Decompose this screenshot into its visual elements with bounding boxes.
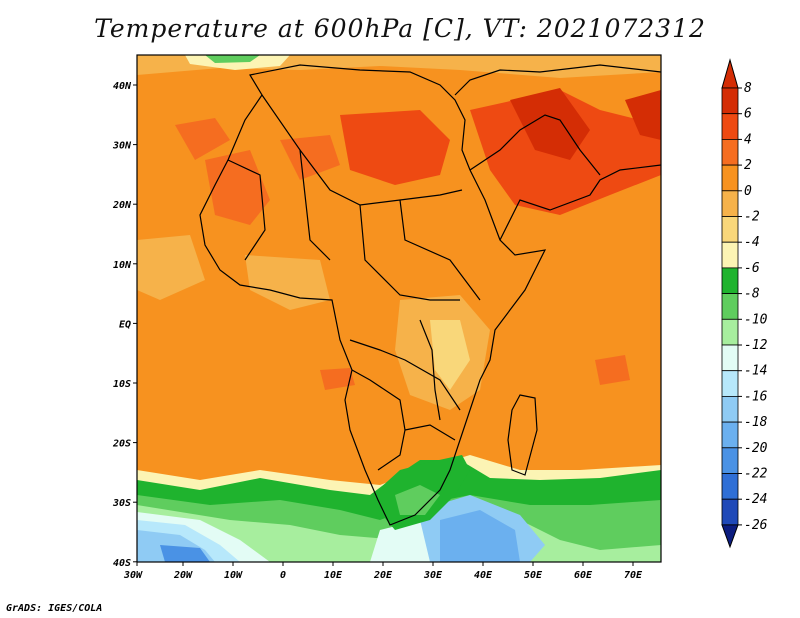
colorbar-label: -12 (744, 338, 768, 353)
colorbar-label: -20 (744, 441, 768, 456)
y-tick-label: EQ (119, 319, 131, 330)
y-tick-label: 40S (113, 558, 131, 569)
colorbar-label: -8 (744, 287, 760, 302)
colorbar: 8 6 4 2 0 -2 -4 -6 -8 -10 -12 -14 -16 -18 -20 -22 -24 -26 (721, 58, 768, 549)
y-tick-label: 20N (112, 200, 132, 211)
colorbar-top-arrow (721, 58, 739, 89)
y-tick-label: 10N (113, 260, 132, 271)
map-frame (136, 54, 662, 563)
credit-text: GrADS: IGES/COLA (6, 603, 103, 614)
colorbar-label: -18 (744, 415, 768, 430)
colorbar-segment (721, 241, 739, 269)
colorbar-segment (721, 421, 739, 449)
y-axis: 40N 30N 20N 10N EQ 10S 20S 30S 40S (112, 81, 137, 569)
y-tick-label: 20S (112, 439, 131, 450)
x-tick-label: 50E (524, 570, 543, 581)
colorbar-segment (721, 164, 739, 192)
x-tick-label: 40E (474, 570, 493, 581)
x-tick-label: 20W (173, 570, 193, 581)
temperature-field (137, 55, 661, 562)
x-tick-label: 30E (423, 570, 443, 581)
colorbar-segment (721, 473, 739, 500)
colorbar-segment (721, 267, 739, 294)
x-tick-label: 10E (324, 570, 343, 581)
colorbar-label: 6 (744, 107, 752, 122)
colorbar-segment (721, 138, 739, 166)
x-axis: 30W 20W 10W 0 10E 20E 30E 40E 50E 60E 70E (123, 562, 643, 581)
y-tick-label: 30N (112, 141, 132, 152)
colorbar-segment (721, 113, 739, 140)
colorbar-label: -16 (744, 389, 768, 404)
colorbar-segment (721, 293, 739, 320)
coastlines (199, 64, 661, 526)
colorbar-segment (721, 216, 739, 243)
colorbar-bottom-arrow (721, 524, 739, 549)
colorbar-segment (721, 190, 739, 217)
colorbar-label: -2 (744, 210, 760, 225)
x-tick-label: 70E (624, 570, 643, 581)
colorbar-label: -6 (744, 261, 760, 276)
x-tick-label: 30W (123, 570, 143, 581)
colorbar-label: -4 (744, 235, 760, 250)
colorbar-segment (721, 370, 739, 397)
colorbar-label: -14 (744, 364, 767, 379)
colorbar-label: 0 (744, 184, 752, 199)
colorbar-segment (721, 318, 739, 346)
colorbar-label: 8 (744, 81, 752, 96)
x-tick-label: 60E (574, 570, 593, 581)
colorbar-label: -10 (744, 312, 768, 327)
colorbar-segment (721, 498, 739, 526)
colorbar-segment (721, 395, 739, 423)
colorbar-label: -26 (744, 518, 768, 533)
y-tick-label: 40N (113, 81, 132, 92)
colorbar-label: 4 (744, 132, 752, 147)
y-tick-label: 30S (112, 498, 131, 509)
colorbar-label: 2 (744, 158, 752, 173)
map-title: Temperature at 600hPa [C], VT: 202107231… (94, 14, 706, 43)
y-tick-label: 10S (113, 379, 131, 390)
x-tick-label: 20E (373, 570, 393, 581)
x-tick-label: 10W (224, 570, 243, 581)
x-tick-label: 0 (280, 570, 286, 581)
colorbar-label: -24 (744, 492, 767, 507)
colorbar-segment (721, 447, 739, 474)
colorbar-segment (721, 87, 739, 115)
colorbar-segment (721, 344, 739, 372)
colorbar-label: -22 (744, 467, 768, 482)
